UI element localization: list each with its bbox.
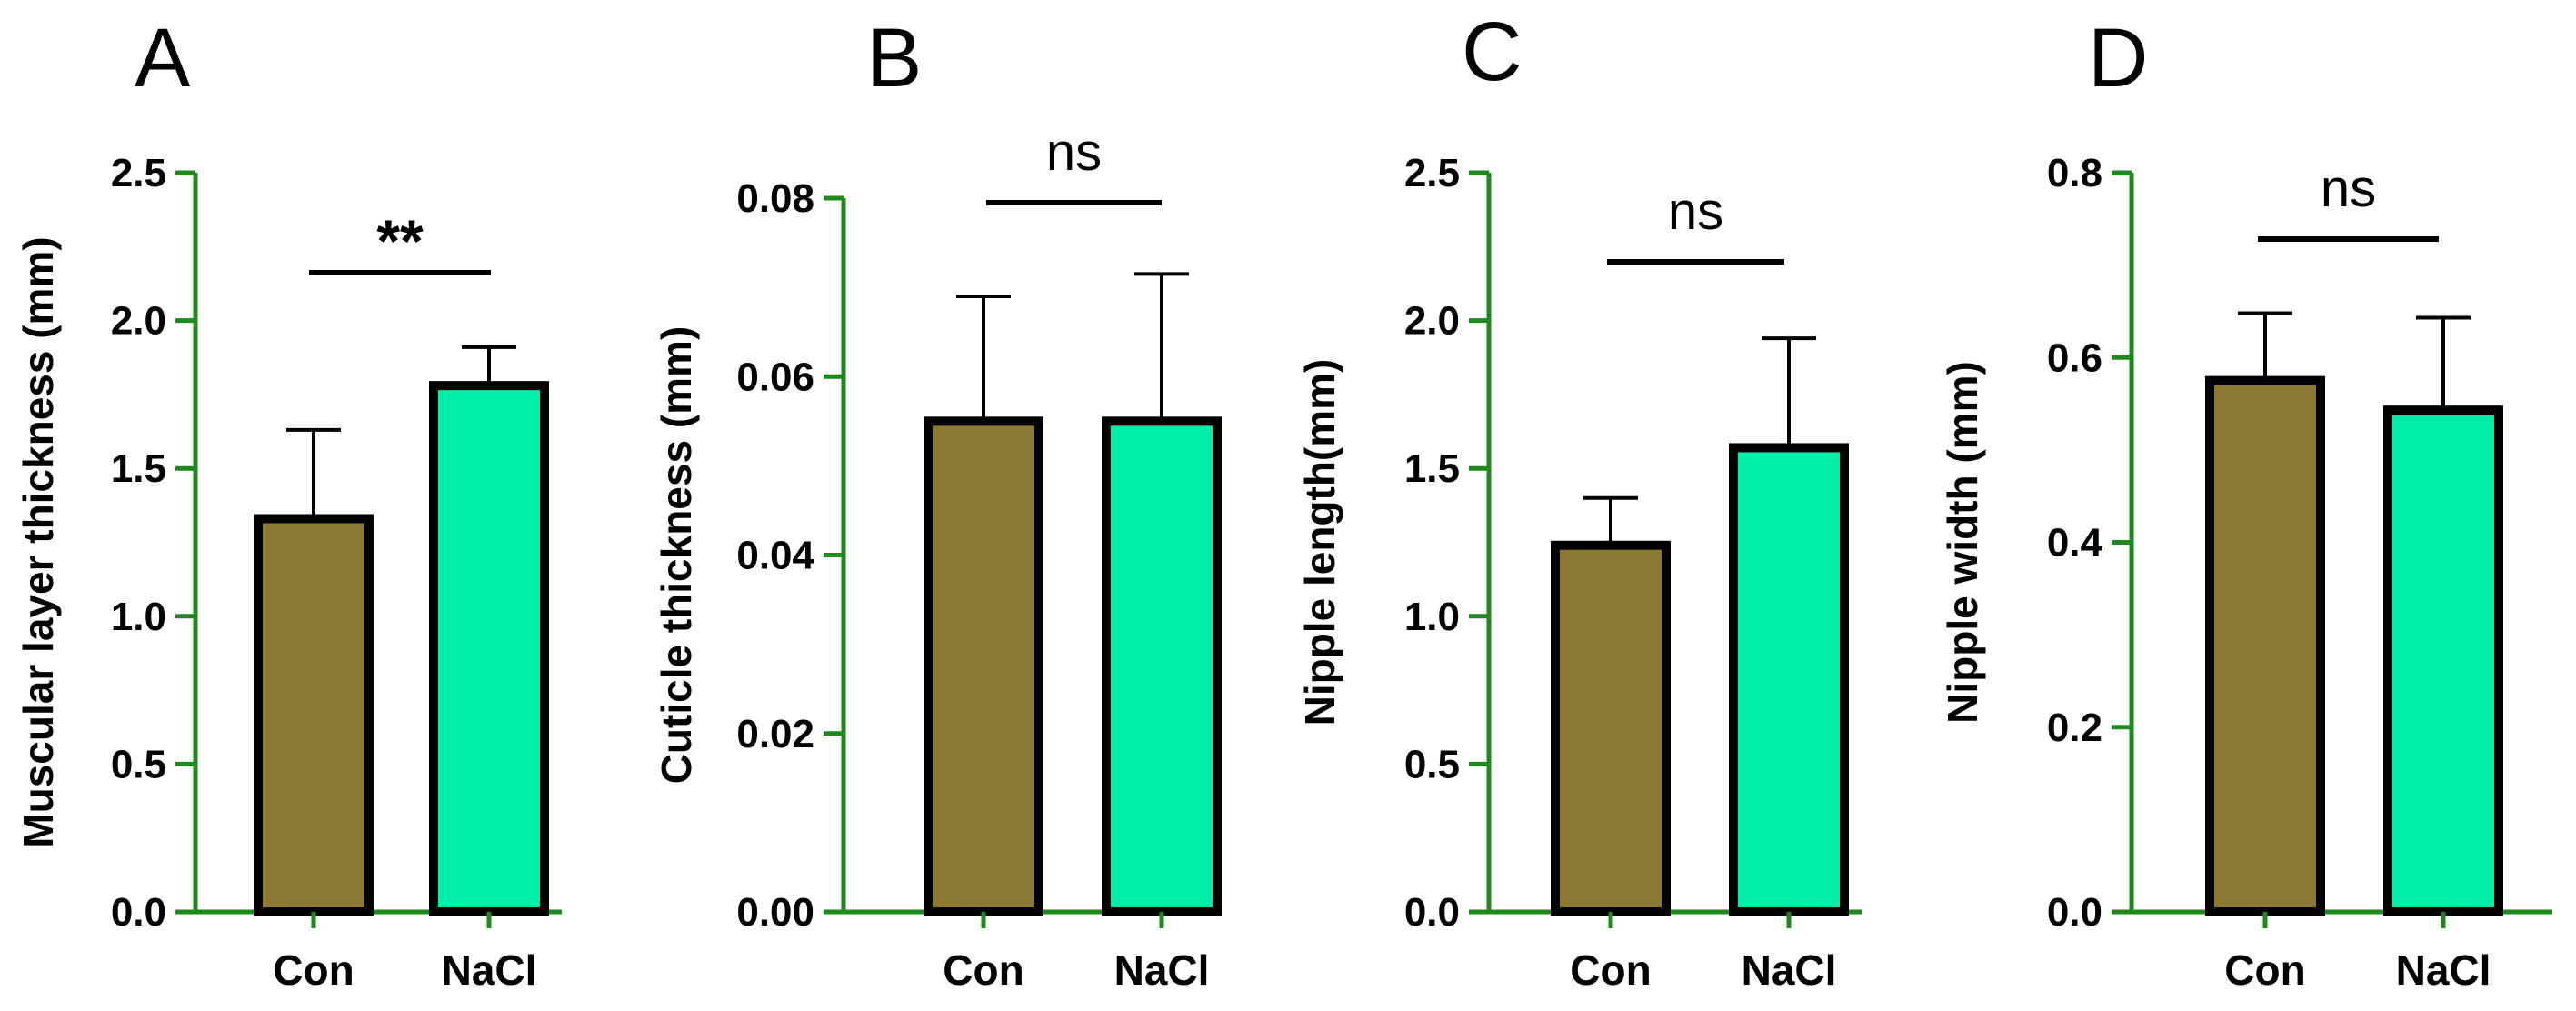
bar-con (2205, 375, 2325, 916)
y-tick-label: 0.04 (736, 534, 814, 578)
y-tick-label: 0.5 (111, 742, 166, 786)
y-tick-label: 2.5 (111, 151, 166, 195)
y-tick-label: 1.5 (111, 446, 166, 491)
significance-label: ns (1668, 182, 1723, 241)
x-tick-label: NaCl (1114, 946, 1210, 994)
y-tick-label: 2.0 (1404, 299, 1460, 344)
y-tick-label: 0.4 (2047, 521, 2103, 566)
y-axis-title: Muscular layer thickness (mm) (15, 236, 62, 847)
panel-letter: B (866, 12, 922, 105)
y-tick-label: 0.2 (2047, 706, 2102, 750)
x-tick-label: Con (273, 946, 354, 994)
bar-con (1551, 540, 1671, 916)
x-tick-label: NaCl (1742, 946, 1837, 994)
bar-con (924, 416, 1043, 916)
x-tick-label: NaCl (442, 946, 537, 994)
significance-label: ns (1046, 123, 1102, 182)
y-tick-label: 0.02 (736, 712, 814, 756)
y-axis-title: Cuticle thickness (mm) (653, 326, 700, 785)
y-tick-label: 0.5 (1404, 742, 1460, 786)
panel-letter: A (135, 12, 191, 105)
y-tick-label: 0.0 (2047, 890, 2102, 935)
y-tick-label: 0.06 (736, 355, 814, 399)
panel-letter: C (1462, 5, 1522, 98)
y-axis-title: Nipple width (mm) (1939, 361, 1986, 724)
y-axis-title: Nipple length(mm) (1296, 359, 1343, 726)
bar-nacl (2383, 405, 2503, 916)
y-tick-label: 1.0 (1404, 595, 1460, 639)
x-tick-label: Con (1570, 946, 1651, 994)
bar-con (254, 514, 374, 916)
y-tick-label: 0.0 (111, 890, 166, 935)
y-tick-label: 1.0 (111, 595, 166, 639)
y-tick-label: 0.8 (2047, 151, 2102, 195)
bar-nacl (1729, 443, 1849, 916)
y-tick-label: 2.0 (111, 299, 166, 344)
y-tick-label: 0.08 (736, 176, 814, 221)
significance-label: ns (2321, 159, 2376, 218)
bar-nacl (429, 381, 549, 917)
x-tick-label: Con (2224, 946, 2305, 994)
x-tick-label: Con (943, 946, 1023, 994)
x-tick-label: NaCl (2396, 946, 2491, 994)
significance-label: ** (376, 207, 424, 275)
y-tick-label: 0.00 (736, 890, 814, 935)
y-tick-label: 1.5 (1404, 446, 1460, 491)
panel-letter: D (2088, 12, 2148, 105)
bar-nacl (1102, 416, 1222, 916)
y-tick-label: 2.5 (1404, 151, 1460, 195)
y-tick-label: 0.6 (2047, 335, 2102, 380)
y-tick-label: 0.0 (1404, 890, 1460, 935)
